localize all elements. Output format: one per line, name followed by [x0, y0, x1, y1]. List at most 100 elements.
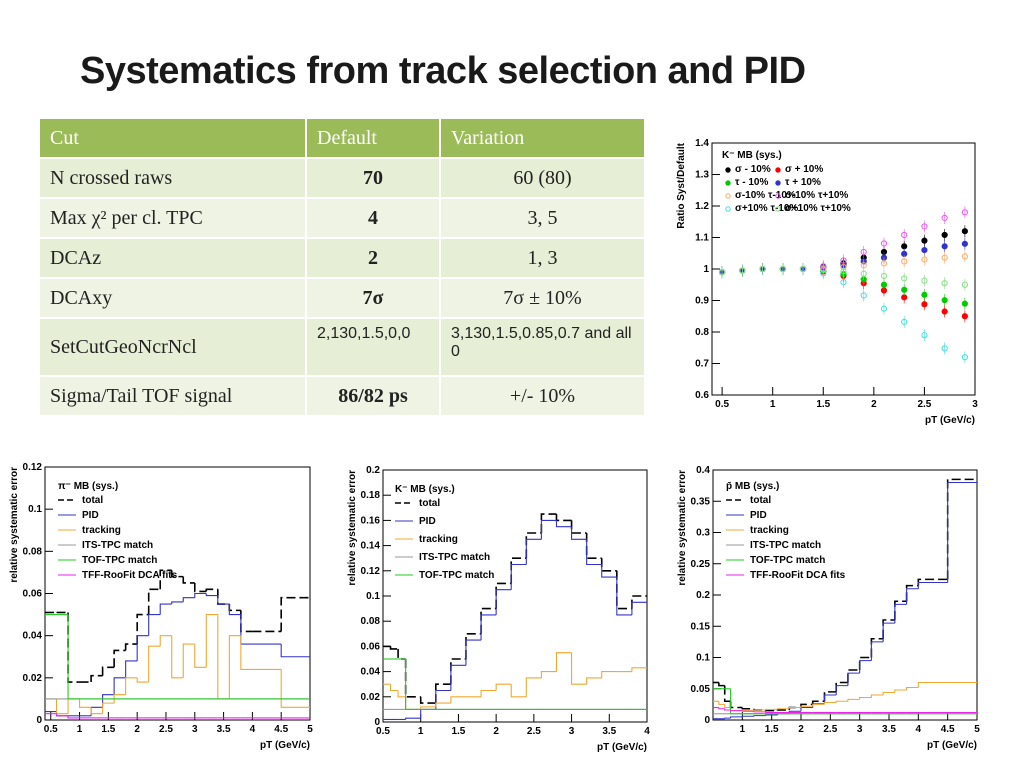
x-tick-label: 3 [569, 726, 575, 737]
histogram-bin [847, 672, 860, 686]
histogram-bin [555, 514, 572, 522]
table-row: DCAz 2 1, 3 [38, 237, 646, 279]
histogram-bin [741, 707, 755, 710]
histogram-bin [882, 691, 895, 695]
histogram-bin [389, 646, 399, 650]
histogram-bin [765, 714, 778, 716]
point [719, 269, 726, 276]
table-cell: SetCutGeoNcrNcl [38, 317, 307, 377]
histogram-bin [882, 622, 895, 642]
y-tick-label: 0.02 [23, 673, 43, 684]
histogram-bin [397, 648, 406, 660]
histogram-bin [730, 688, 743, 715]
histogram-bin [631, 667, 647, 672]
histogram-bin [946, 478, 977, 580]
legend-label: PID [419, 516, 436, 527]
y-tick-label: 0.7 [695, 359, 709, 370]
x-axis-label: pT (GeV/c) [260, 740, 310, 751]
table-cell: DCAz [38, 237, 307, 279]
x-tick-label: 3 [857, 724, 863, 735]
point [739, 267, 746, 274]
histogram-bin [776, 708, 790, 710]
histogram-bin [102, 702, 115, 714]
histogram-bin [435, 702, 451, 707]
histogram-bin [905, 584, 919, 602]
point [901, 286, 908, 293]
histogram-bin [171, 601, 184, 605]
legend-label: TOF-TPC match [82, 555, 157, 566]
point [921, 247, 928, 254]
point [961, 253, 968, 260]
legend-label: τ + 10% [785, 177, 821, 188]
y-tick-label: 0.1 [696, 653, 710, 664]
histogram-bin [753, 709, 766, 711]
point [860, 292, 867, 299]
histogram-bin [240, 610, 253, 633]
y-tick-label: 1 [703, 264, 709, 275]
histogram-bin [741, 710, 755, 712]
histogram-bin [823, 701, 837, 705]
histogram-bin [170, 570, 184, 578]
y-tick-label: 0 [374, 717, 380, 728]
table-header: Cut [38, 117, 307, 159]
y-tick-label: 0 [704, 715, 710, 726]
x-tick-label: 2.5 [159, 724, 173, 735]
x-tick-label: 4.5 [274, 724, 288, 735]
y-tick-label: 0.1 [366, 591, 380, 602]
legend-label: τ - 10% [735, 177, 768, 188]
table-cell: 4 [305, 197, 441, 239]
histogram-bin [495, 589, 512, 615]
table-cell: 7σ ± 10% [439, 277, 646, 319]
histogram-bin [450, 658, 466, 685]
histogram-bin [835, 685, 848, 695]
y-axis-label: relative systematic error [347, 470, 358, 586]
point [961, 228, 968, 235]
point [880, 272, 888, 280]
point [941, 345, 948, 352]
histogram-bin [718, 682, 725, 687]
x-tick-label: 2.5 [527, 726, 541, 737]
histogram-bin [240, 635, 253, 670]
x-tick-label: 0.5 [376, 726, 390, 737]
histogram-bin [102, 694, 115, 708]
table-header: Default [305, 117, 441, 159]
histogram-bin [723, 685, 731, 703]
point [840, 257, 847, 264]
point [941, 308, 948, 315]
histogram-bin [450, 664, 466, 691]
histogram-bin [510, 563, 527, 590]
histogram-bin [812, 703, 825, 707]
table-row: DCAxy 7σ 7σ ± 10% [38, 277, 646, 319]
histogram-bin [405, 717, 421, 720]
histogram-bin [870, 694, 884, 698]
x-tick-label: 1.5 [816, 399, 830, 410]
histogram-bin [765, 708, 778, 710]
legend-marker [725, 193, 731, 199]
histogram-bin [450, 696, 466, 704]
histogram-bin [67, 612, 80, 683]
histogram-bin [870, 641, 884, 661]
table-row: SetCutGeoNcrNcl 2,130,1.5,0,0 3,130,1.5,0.… [38, 317, 646, 377]
y-tick-label: 1.1 [695, 233, 709, 244]
x-tick-label: 4 [916, 724, 922, 735]
histogram-bin [835, 700, 848, 703]
y-axis-label: relative systematic error [677, 470, 688, 586]
histogram-bin [894, 603, 907, 624]
x-tick-label: 4 [644, 726, 650, 737]
histogram-bin [555, 652, 572, 672]
point [901, 231, 908, 239]
table-cell: 60 (80) [439, 157, 646, 199]
histogram-bin [136, 613, 149, 645]
y-tick-label: 1.2 [695, 201, 709, 212]
histogram-bin [125, 660, 138, 678]
histogram-bin [835, 681, 848, 692]
table-cell: 3,130,1.5,0.85,0.7 and all 0 [439, 317, 646, 377]
x-tick-label: 3.5 [602, 726, 616, 737]
x-tick-label: 2 [871, 399, 877, 410]
histogram-bin [397, 690, 406, 698]
legend-label: total [419, 498, 440, 509]
histogram-bin [800, 705, 813, 708]
histogram-bin [947, 481, 977, 583]
y-tick-label: 0.2 [366, 465, 380, 476]
x-axis-label: pT (GeV/c) [927, 740, 977, 751]
